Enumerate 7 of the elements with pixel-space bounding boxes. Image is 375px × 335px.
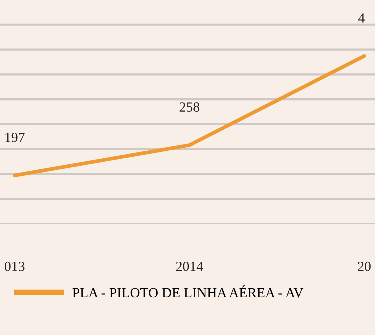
annotation: 4	[358, 14, 365, 23]
legend-label: PLA - PILOTO DE LINHA AÉREA - AV	[72, 286, 304, 298]
x-tick-label: 20	[358, 262, 371, 272]
data-label: 197	[6, 133, 25, 142]
x-tick-label: 2014	[176, 262, 204, 272]
data-label: 258	[180, 102, 200, 112]
x-tick-label: 013	[4, 262, 25, 272]
